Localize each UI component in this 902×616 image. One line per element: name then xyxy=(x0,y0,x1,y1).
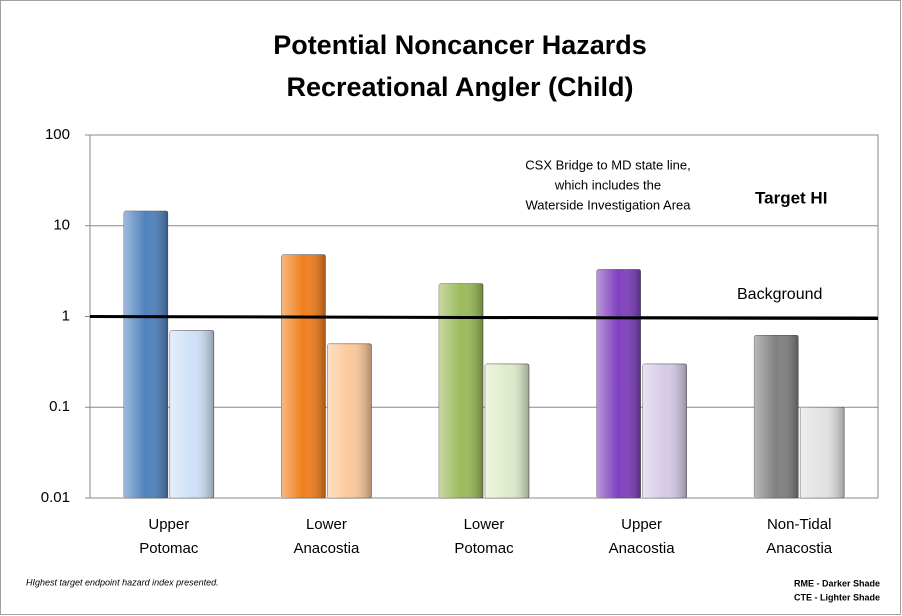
bar xyxy=(438,283,484,499)
annotation: Waterside Investigation Area xyxy=(526,197,692,212)
x-tick-label: Upper Anacostia xyxy=(609,516,676,557)
legend-entry: RME - Darker Shade xyxy=(794,578,880,588)
footnote: HIghest target endpoint hazard index pre… xyxy=(26,577,219,587)
target-label: Target HI xyxy=(755,188,827,207)
y-tick-label: 0.01 xyxy=(41,489,70,506)
bar xyxy=(642,363,687,499)
bar xyxy=(123,210,169,499)
y-tick-label: 1 xyxy=(62,307,70,324)
target-line xyxy=(89,315,879,320)
bar xyxy=(281,254,326,499)
x-tick-label: Lower Anacostia xyxy=(293,516,360,557)
bar xyxy=(327,343,372,499)
y-tick-label: 100 xyxy=(45,126,70,143)
bar xyxy=(169,330,215,499)
annotation: which includes the xyxy=(554,177,661,192)
x-tick-label: Lower Potomac xyxy=(454,516,514,557)
bar xyxy=(799,406,845,499)
y-tick-label: 0.1 xyxy=(49,398,70,415)
y-tick-label: 10 xyxy=(53,217,70,234)
x-tick-label: Non-Tidal Anacostia xyxy=(766,516,833,557)
bar xyxy=(484,363,530,499)
bar xyxy=(596,269,641,499)
chart-title: Potential Noncancer Hazards xyxy=(273,30,647,60)
annotation: CSX Bridge to MD state line, xyxy=(525,157,690,172)
chart-title: Recreational Angler (Child) xyxy=(286,72,633,102)
legend-entry: CTE - Lighter Shade xyxy=(794,592,880,602)
annotation: Background xyxy=(737,286,822,303)
bar xyxy=(753,335,799,499)
x-tick-label: Upper Potomac xyxy=(139,516,199,557)
